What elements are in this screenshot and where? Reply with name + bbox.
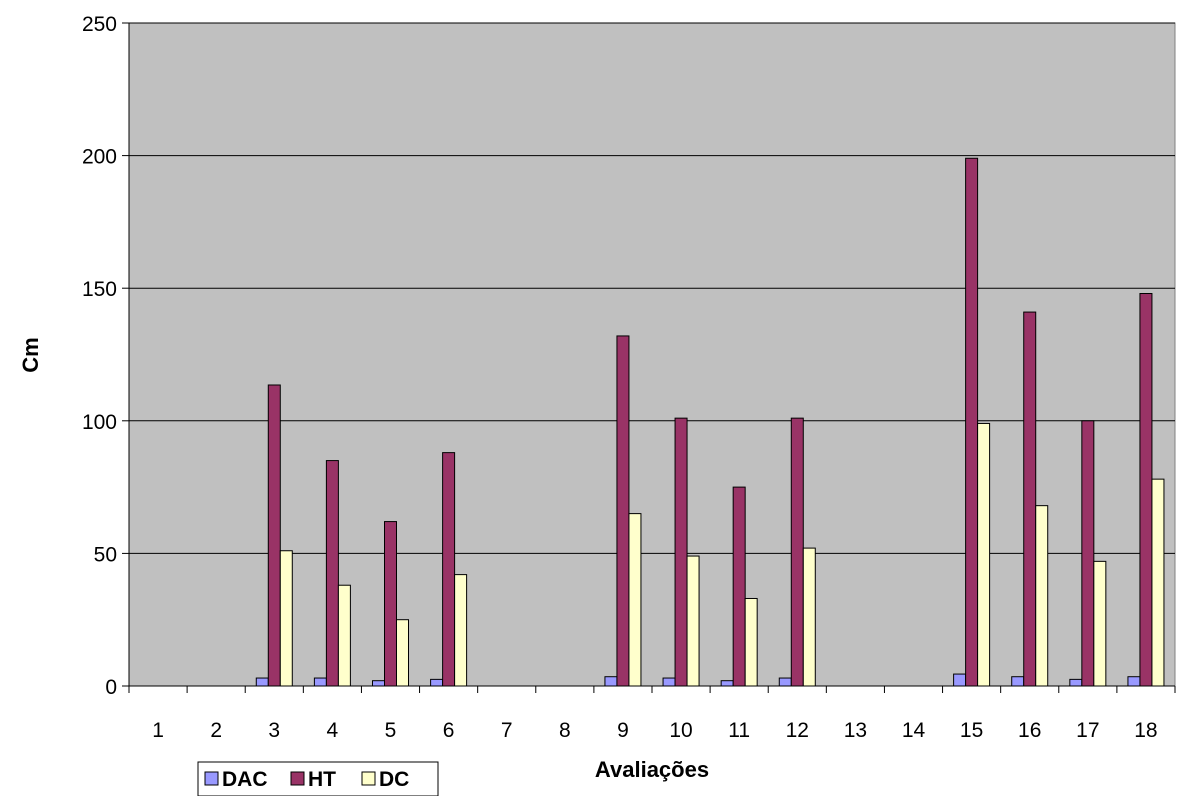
x-tick-label: 13 <box>844 719 867 742</box>
bar-dc-12 <box>802 547 816 687</box>
bar-ht-6 <box>442 452 456 687</box>
x-tick-label: 3 <box>268 719 280 742</box>
y-tick-label: 150 <box>82 278 117 301</box>
x-tick-label: 15 <box>960 719 983 742</box>
bar-dc-16 <box>1035 505 1049 687</box>
bar-ht-9 <box>616 335 630 687</box>
axes <box>122 22 1176 693</box>
bar-dc-10 <box>686 555 700 687</box>
bar-dac-17 <box>1069 678 1083 687</box>
bar-ht-10 <box>674 417 688 687</box>
bar-dac-9 <box>604 676 618 687</box>
y-tick-labels: 0 50 100 150 200 250 <box>82 13 117 699</box>
bar-dac-16 <box>1011 676 1025 687</box>
y-tick-label: 100 <box>82 411 117 434</box>
bar-dac-10 <box>662 677 676 687</box>
x-tick-label: 9 <box>617 719 629 742</box>
x-tick-label: 11 <box>728 719 750 742</box>
gridlines <box>129 22 1175 554</box>
bar-ht-5 <box>384 521 397 687</box>
x-tick-label: 14 <box>902 719 926 742</box>
legend-label-ht: HT <box>308 768 336 791</box>
legend-label-dac: DAC <box>222 768 268 791</box>
bar-dac-3 <box>255 677 269 687</box>
bar-ht-3 <box>267 384 281 687</box>
x-axis-title: Avaliações <box>595 757 709 782</box>
legend-label-dc: DC <box>379 768 409 791</box>
x-tick-label: 1 <box>152 719 164 742</box>
x-tick-label: 18 <box>1134 719 1157 742</box>
bar-dac-4 <box>313 677 327 687</box>
bar-ht-16 <box>1023 311 1037 687</box>
bar-dac-15 <box>953 673 967 687</box>
y-tick-label: 200 <box>82 146 117 169</box>
x-tick-label: 4 <box>327 719 339 742</box>
bar-ht-4 <box>325 460 339 687</box>
bars <box>255 157 1165 687</box>
x-tick-label: 5 <box>385 719 397 742</box>
bar-ht-11 <box>732 486 746 687</box>
bar-dc-9 <box>628 513 642 687</box>
bar-ht-12 <box>790 417 804 687</box>
bar-dac-18 <box>1127 676 1141 687</box>
x-tick-label: 6 <box>443 719 455 742</box>
bar-dac-5 <box>372 680 385 687</box>
x-tick-label: 2 <box>210 719 222 742</box>
x-tick-label: 7 <box>501 719 513 742</box>
legend: DAC HT DC <box>197 761 439 796</box>
bar-dc-6 <box>454 574 468 687</box>
legend-swatch-dac <box>204 771 219 786</box>
plot-area <box>128 22 1176 687</box>
bar-dc-11 <box>744 597 758 687</box>
legend-box <box>197 761 439 796</box>
x-tick-label: 16 <box>1018 719 1041 742</box>
bar-dc-15 <box>977 422 991 687</box>
bar-ht-17 <box>1081 420 1095 687</box>
bar-dc-3 <box>279 550 293 687</box>
bar-dc-5 <box>396 619 409 687</box>
bar-dc-4 <box>337 584 351 687</box>
x-tick-label: 12 <box>786 719 809 742</box>
x-tick-label: 10 <box>669 719 692 742</box>
x-tick-label: 8 <box>559 719 571 742</box>
x-tick-label: 17 <box>1076 719 1099 742</box>
y-tick-label: 0 <box>105 676 117 699</box>
bar-ht-15 <box>965 157 979 687</box>
bar-dac-11 <box>720 680 734 687</box>
x-tick-labels: 1 2 3 4 5 6 7 8 9 10 11 12 13 14 15 16 17 18 <box>152 719 1157 742</box>
bar-ht-18 <box>1139 293 1153 687</box>
y-tick-label: 50 <box>94 543 117 566</box>
bar-dc-17 <box>1093 560 1107 687</box>
bar-dac-12 <box>778 677 792 687</box>
legend-swatch-dc <box>361 771 376 786</box>
bar-dac-6 <box>430 678 444 687</box>
legend-swatch-ht <box>290 771 305 786</box>
bar-dc-18 <box>1151 478 1165 687</box>
y-tick-label: 250 <box>82 13 117 36</box>
y-axis-title: Cm <box>18 337 43 372</box>
